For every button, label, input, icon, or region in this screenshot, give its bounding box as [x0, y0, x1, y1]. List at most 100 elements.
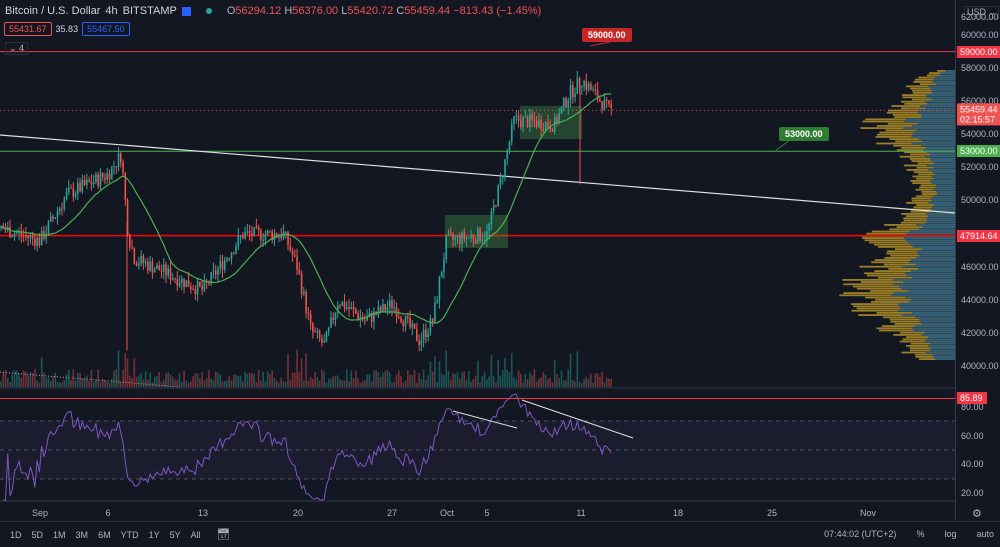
range-button[interactable]: 5D	[31, 529, 44, 540]
candle-body	[144, 262, 147, 264]
volume-bar	[510, 352, 513, 387]
candle-body	[257, 227, 260, 230]
candle-body	[29, 235, 32, 238]
volume-bar	[366, 374, 368, 387]
candle-body	[501, 177, 504, 179]
indicators-toggle[interactable]: ⌄ 4	[5, 42, 29, 55]
volume-bar	[327, 378, 330, 387]
candle-body	[510, 123, 513, 142]
currency-select[interactable]: USD ⌄	[964, 6, 1000, 19]
candle-body	[529, 114, 531, 128]
candle-body	[192, 288, 194, 290]
volume-profile-bar	[916, 224, 955, 226]
sell-button[interactable]: 55431.67	[4, 22, 52, 36]
volume-profile-bar	[928, 169, 955, 171]
symbol-title[interactable]: Bitcoin / U.S. Dollar	[5, 5, 101, 17]
candle-body	[404, 315, 407, 327]
volume-bar	[190, 381, 192, 387]
spread: 35.83	[55, 24, 79, 34]
clock[interactable]: 07:44:02 (UTC+2)	[824, 529, 897, 539]
candle-body	[199, 281, 201, 287]
date-range-icon[interactable]: 📅︎	[216, 529, 231, 541]
label-59000[interactable]: 59000.00	[582, 28, 632, 42]
percent-toggle[interactable]: %	[916, 529, 925, 539]
volume-bar	[345, 369, 348, 387]
candle-body	[594, 89, 597, 91]
volume-bar	[16, 370, 18, 387]
volume-bar	[391, 382, 393, 387]
volume-bar	[11, 374, 14, 387]
candle-body	[357, 313, 359, 320]
candle-body	[540, 119, 542, 130]
label-53000[interactable]: 53000.00	[779, 127, 829, 141]
volume-profile-bar	[924, 331, 955, 334]
range-button[interactable]: 1D	[10, 529, 22, 540]
volume-profile-bar	[933, 353, 955, 356]
candle-body	[194, 289, 197, 295]
volume-bar	[278, 382, 280, 387]
price-axis[interactable]: USD ⌄ 62000.00 60000.00 58000.00 56000.00 54…	[955, 0, 1000, 520]
range-button[interactable]: 1Y	[148, 529, 160, 540]
candle-body	[463, 232, 466, 240]
volume-profile-bar	[911, 136, 955, 138]
candle-body	[275, 233, 278, 238]
range-button[interactable]: All	[190, 529, 201, 540]
volume-bar	[199, 378, 201, 387]
volume-bar	[318, 380, 321, 387]
candle-body	[407, 315, 409, 318]
candle-body	[352, 307, 355, 310]
volume-bar	[551, 382, 554, 387]
volume-bar	[547, 379, 549, 387]
candle-body	[592, 89, 594, 91]
volume-bar	[504, 357, 506, 387]
candle-body	[255, 227, 258, 229]
flag-icon[interactable]	[181, 6, 191, 16]
candle-body	[115, 166, 118, 168]
volume-profile-bar	[901, 287, 955, 290]
volume-profile-bar	[926, 338, 955, 341]
range-button[interactable]: 5Y	[169, 529, 181, 540]
candle-body	[187, 280, 190, 287]
volume-bar	[185, 380, 188, 387]
range-button[interactable]: 6M	[98, 529, 111, 540]
volume-bar	[384, 370, 386, 387]
volume-profile-bar	[908, 301, 955, 303]
volume-bar	[58, 382, 61, 387]
candle-body	[409, 317, 411, 328]
volume-bar	[2, 372, 5, 387]
range-button[interactable]: YTD	[120, 529, 139, 540]
auto-toggle[interactable]: auto	[976, 529, 994, 539]
volume-bar	[156, 376, 158, 387]
volume-bar	[45, 377, 47, 387]
candle-body	[517, 115, 520, 121]
candle-body	[553, 117, 556, 132]
candle-body	[366, 317, 368, 321]
volume-profile-bar	[930, 342, 955, 345]
candle-body	[119, 153, 122, 163]
log-toggle[interactable]: log	[944, 529, 957, 539]
candle-body	[74, 193, 77, 197]
interval[interactable]: 4h	[105, 5, 118, 17]
volume-profile-bar	[930, 87, 955, 90]
buy-button[interactable]: 55467.50	[82, 22, 130, 36]
candle-body	[97, 174, 99, 186]
range-button[interactable]: 3M	[75, 529, 89, 540]
range-button[interactable]: 1M	[53, 529, 66, 540]
candle-body	[61, 208, 63, 210]
candle-body	[88, 179, 90, 182]
volume-bar	[490, 355, 493, 387]
volume-bar	[49, 380, 52, 387]
chart-canvas[interactable]	[0, 0, 955, 521]
candle-body	[416, 328, 418, 341]
volume-bar	[251, 373, 253, 387]
candle-body	[31, 235, 34, 239]
price-tick: 60000.00	[961, 30, 999, 40]
volume-bar	[257, 370, 260, 387]
volume-bar	[176, 379, 179, 387]
settings-gear-icon[interactable]: ⚙	[972, 508, 982, 520]
volume-bar	[334, 376, 337, 387]
volume-profile-bar	[940, 72, 955, 74]
candle-body	[422, 329, 425, 340]
candle-body	[397, 316, 400, 318]
volume-profile-bar	[910, 270, 955, 272]
